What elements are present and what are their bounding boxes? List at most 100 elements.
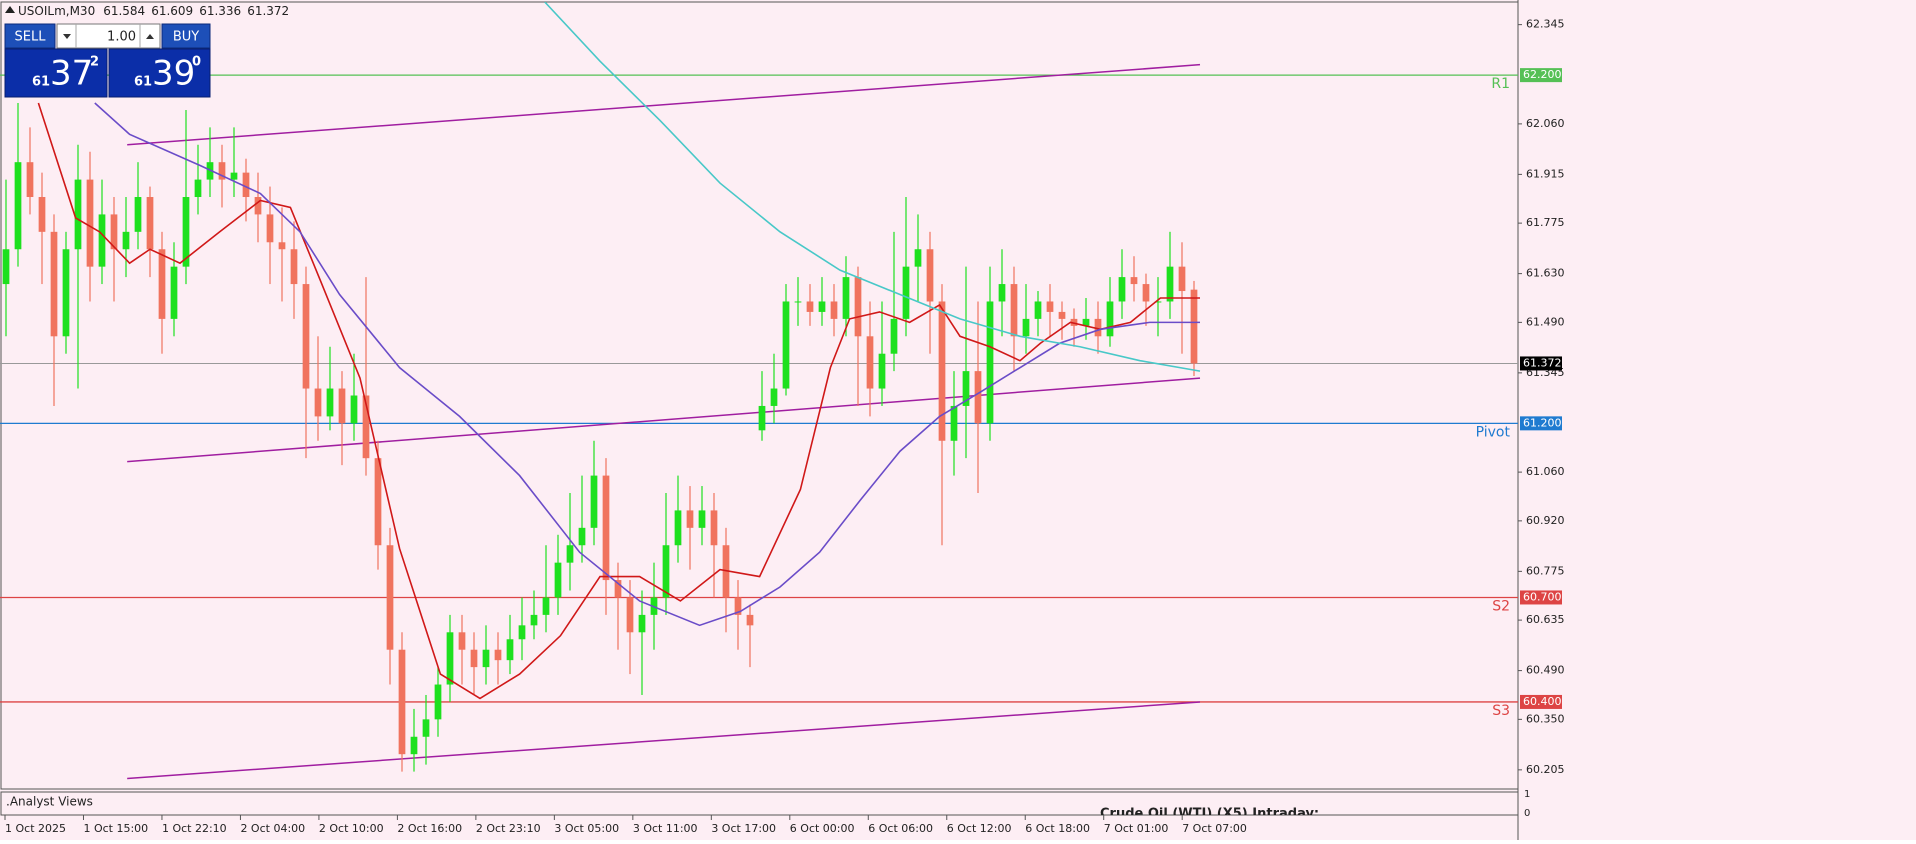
symbol: USOILm,M30 bbox=[18, 4, 95, 18]
level-name: S3 bbox=[1492, 703, 1510, 719]
candle-body bbox=[734, 597, 742, 615]
x-tick-label: 1 Oct 22:10 bbox=[162, 822, 227, 835]
indicator-tick-label: 1 bbox=[1524, 789, 1530, 800]
x-tick-label: 3 Oct 17:00 bbox=[711, 822, 776, 835]
x-tick-label: 2 Oct 23:10 bbox=[476, 822, 541, 835]
candle-body bbox=[314, 388, 322, 417]
candle-body bbox=[1022, 318, 1030, 337]
lot-up[interactable] bbox=[146, 34, 154, 39]
candle-body bbox=[266, 214, 274, 243]
candle-body bbox=[830, 301, 838, 319]
level-price: 60.700 bbox=[1523, 590, 1562, 603]
candle-body bbox=[170, 266, 178, 319]
level-price: 62.200 bbox=[1523, 68, 1562, 81]
sell-label: SELL bbox=[15, 30, 47, 45]
candle-body bbox=[302, 284, 310, 389]
candle-body bbox=[782, 301, 790, 389]
candle-body bbox=[326, 388, 334, 417]
y-tick-label: 62.060 bbox=[1526, 117, 1565, 130]
candle-body bbox=[230, 172, 238, 180]
candle-body bbox=[614, 580, 622, 598]
candle-body bbox=[470, 649, 478, 668]
candle-body bbox=[638, 614, 646, 633]
candle-body bbox=[182, 197, 190, 267]
candle-body bbox=[434, 684, 442, 720]
buy-button[interactable] bbox=[161, 23, 211, 49]
close: 61.372 bbox=[247, 4, 289, 18]
candle-body bbox=[542, 597, 550, 615]
time-axis: 1 Oct 2025 1 Oct 15:00 1 Oct 22:10 2 Oct 04… bbox=[4, 815, 1247, 835]
x-tick-label: 7 Oct 07:00 bbox=[1182, 822, 1247, 835]
candle-body bbox=[134, 197, 142, 232]
candle-body bbox=[1034, 301, 1042, 319]
buy-price-big: 61 bbox=[134, 75, 152, 90]
candle-body bbox=[986, 301, 994, 424]
header: USOILm,M30 61.584 61.609 61.336 61.372 bbox=[18, 4, 289, 18]
candle-body bbox=[1178, 266, 1186, 292]
candle-body bbox=[746, 614, 754, 626]
candle-body bbox=[914, 249, 922, 267]
candle-body bbox=[98, 214, 106, 267]
candle-body bbox=[590, 475, 598, 528]
lot-field[interactable] bbox=[56, 23, 161, 49]
candle-body bbox=[866, 336, 874, 389]
x-tick-label: 1 Oct 2025 bbox=[5, 822, 66, 835]
x-tick-label: 6 Oct 12:00 bbox=[947, 822, 1012, 835]
lot-value: 1.00 bbox=[107, 30, 136, 45]
x-tick-label: 6 Oct 00:00 bbox=[790, 822, 855, 835]
candle-body bbox=[50, 231, 58, 337]
candle-body bbox=[26, 162, 34, 198]
candle-body bbox=[422, 719, 430, 737]
candle-body bbox=[950, 405, 958, 441]
sell-button[interactable] bbox=[4, 23, 56, 49]
candle-body bbox=[482, 649, 490, 668]
candle-body bbox=[926, 249, 934, 302]
indicator-text: Crude Oil (WTI) (X5) Intraday: bbox=[1100, 807, 1319, 822]
candle-body bbox=[398, 649, 406, 755]
candle-body bbox=[14, 162, 22, 250]
trendline bbox=[127, 701, 1201, 780]
level-name: S2 bbox=[1492, 598, 1510, 614]
moving-average bbox=[94, 102, 1200, 627]
candle-body bbox=[410, 736, 418, 755]
candle-body bbox=[146, 197, 154, 250]
candle-body bbox=[278, 242, 286, 250]
candle-body bbox=[578, 527, 586, 546]
y-tick-label: 61.630 bbox=[1526, 267, 1565, 280]
sell-price-sup: 2 bbox=[90, 55, 99, 70]
y-tick-label: 60.775 bbox=[1526, 564, 1565, 577]
sell-price-box[interactable] bbox=[4, 48, 108, 98]
candle-body bbox=[962, 371, 970, 406]
plot-area: R1 Pivot S2 S3 bbox=[0, 2, 1518, 780]
candle-body bbox=[1058, 311, 1066, 319]
candle-body bbox=[38, 197, 46, 232]
x-tick-label: 3 Oct 11:00 bbox=[633, 822, 698, 835]
candle-body bbox=[1130, 277, 1138, 285]
candle-body bbox=[602, 475, 610, 581]
candle-body bbox=[998, 284, 1006, 302]
level-box bbox=[1520, 694, 1562, 709]
current-price-label: 61.372 bbox=[1523, 356, 1562, 369]
level-box bbox=[1520, 590, 1562, 605]
trade-panel: SELL 1.00 BUY 61 37 2 61 39 0 bbox=[4, 23, 211, 98]
collapse-icon[interactable] bbox=[5, 6, 15, 13]
candle-body bbox=[758, 405, 766, 431]
x-tick-label: 2 Oct 04:00 bbox=[240, 822, 305, 835]
candle-body bbox=[794, 301, 802, 303]
candle-body bbox=[938, 301, 946, 441]
buy-price-box[interactable] bbox=[108, 48, 211, 98]
candle-body bbox=[122, 231, 130, 250]
y-tick-label: 60.205 bbox=[1526, 763, 1565, 776]
x-tick-label: 2 Oct 16:00 bbox=[397, 822, 462, 835]
lot-down[interactable] bbox=[63, 34, 71, 39]
open: 61.584 bbox=[103, 4, 145, 18]
candle-body bbox=[62, 249, 70, 337]
price-axis: 62.345 62.060 61.915 61.775 61.630 61.490 61.3… bbox=[1518, 18, 1565, 819]
y-tick-label: 61.490 bbox=[1526, 315, 1565, 328]
x-tick-label: 3 Oct 05:00 bbox=[554, 822, 619, 835]
candle-body bbox=[710, 510, 718, 546]
moving-average bbox=[37, 102, 1200, 700]
candle-body bbox=[974, 371, 982, 424]
